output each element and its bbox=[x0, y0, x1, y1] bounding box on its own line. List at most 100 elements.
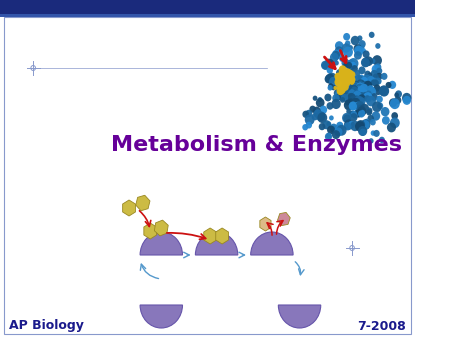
Circle shape bbox=[366, 109, 372, 116]
Circle shape bbox=[350, 84, 358, 93]
Circle shape bbox=[338, 84, 344, 91]
Circle shape bbox=[371, 79, 377, 86]
Circle shape bbox=[340, 75, 344, 80]
Circle shape bbox=[361, 82, 366, 88]
Circle shape bbox=[337, 125, 347, 136]
Circle shape bbox=[328, 85, 333, 91]
Circle shape bbox=[332, 51, 340, 59]
Circle shape bbox=[363, 92, 373, 102]
Circle shape bbox=[341, 82, 347, 89]
Circle shape bbox=[344, 75, 350, 81]
Circle shape bbox=[360, 82, 366, 89]
Circle shape bbox=[340, 76, 346, 82]
Circle shape bbox=[346, 73, 351, 79]
Circle shape bbox=[344, 74, 350, 81]
Circle shape bbox=[394, 93, 399, 98]
Circle shape bbox=[366, 76, 375, 86]
Circle shape bbox=[339, 70, 350, 80]
Circle shape bbox=[340, 97, 345, 103]
Circle shape bbox=[360, 81, 366, 88]
Circle shape bbox=[351, 89, 356, 95]
Circle shape bbox=[346, 93, 353, 101]
Circle shape bbox=[359, 44, 364, 50]
Circle shape bbox=[316, 111, 325, 121]
Wedge shape bbox=[140, 305, 183, 328]
Circle shape bbox=[379, 86, 389, 96]
Circle shape bbox=[335, 41, 343, 50]
Circle shape bbox=[353, 95, 360, 102]
Circle shape bbox=[338, 88, 344, 94]
Circle shape bbox=[376, 68, 382, 74]
Circle shape bbox=[340, 75, 347, 83]
Circle shape bbox=[342, 75, 347, 82]
Circle shape bbox=[389, 81, 396, 89]
Circle shape bbox=[342, 73, 350, 81]
Circle shape bbox=[362, 57, 370, 67]
Circle shape bbox=[359, 84, 367, 93]
Circle shape bbox=[351, 82, 360, 91]
Circle shape bbox=[341, 72, 346, 77]
Circle shape bbox=[367, 72, 372, 78]
Circle shape bbox=[344, 86, 352, 94]
Circle shape bbox=[360, 128, 366, 136]
Circle shape bbox=[335, 94, 341, 101]
Circle shape bbox=[345, 73, 352, 80]
Circle shape bbox=[344, 78, 350, 85]
Circle shape bbox=[350, 70, 356, 77]
Circle shape bbox=[348, 84, 358, 95]
Circle shape bbox=[344, 68, 349, 74]
Circle shape bbox=[352, 91, 362, 102]
Circle shape bbox=[357, 75, 365, 83]
Circle shape bbox=[350, 82, 359, 91]
Circle shape bbox=[343, 63, 348, 68]
Circle shape bbox=[356, 120, 365, 130]
Circle shape bbox=[348, 84, 354, 90]
Circle shape bbox=[353, 113, 358, 119]
Circle shape bbox=[335, 91, 342, 99]
Circle shape bbox=[347, 93, 356, 102]
Circle shape bbox=[346, 76, 349, 80]
Circle shape bbox=[350, 95, 357, 103]
Circle shape bbox=[333, 86, 337, 90]
Circle shape bbox=[351, 111, 357, 118]
Circle shape bbox=[360, 119, 370, 130]
Circle shape bbox=[327, 125, 335, 134]
Circle shape bbox=[349, 78, 355, 85]
Circle shape bbox=[354, 102, 361, 109]
Circle shape bbox=[364, 56, 373, 66]
Polygon shape bbox=[278, 212, 290, 225]
Circle shape bbox=[348, 76, 356, 83]
Circle shape bbox=[342, 78, 347, 83]
Circle shape bbox=[394, 96, 401, 104]
Circle shape bbox=[357, 84, 364, 92]
Text: 7-2008: 7-2008 bbox=[357, 319, 405, 333]
Circle shape bbox=[328, 83, 333, 89]
Circle shape bbox=[338, 74, 345, 82]
Circle shape bbox=[334, 61, 339, 66]
Circle shape bbox=[342, 72, 346, 77]
Circle shape bbox=[387, 123, 396, 132]
Circle shape bbox=[335, 125, 345, 136]
Circle shape bbox=[328, 61, 335, 68]
Circle shape bbox=[376, 96, 383, 103]
Circle shape bbox=[331, 125, 338, 133]
Circle shape bbox=[364, 71, 371, 77]
Circle shape bbox=[339, 85, 347, 94]
Circle shape bbox=[322, 120, 331, 129]
Circle shape bbox=[346, 70, 354, 77]
Circle shape bbox=[340, 79, 344, 84]
Circle shape bbox=[350, 71, 356, 78]
Circle shape bbox=[351, 81, 360, 91]
Circle shape bbox=[354, 46, 364, 56]
Circle shape bbox=[358, 40, 366, 48]
Circle shape bbox=[360, 104, 369, 114]
Circle shape bbox=[354, 85, 359, 90]
Circle shape bbox=[354, 102, 362, 110]
Circle shape bbox=[334, 78, 342, 87]
Circle shape bbox=[321, 61, 329, 70]
Circle shape bbox=[335, 74, 339, 78]
Circle shape bbox=[324, 58, 334, 70]
Circle shape bbox=[371, 130, 376, 136]
Circle shape bbox=[386, 82, 392, 88]
Circle shape bbox=[347, 75, 355, 83]
